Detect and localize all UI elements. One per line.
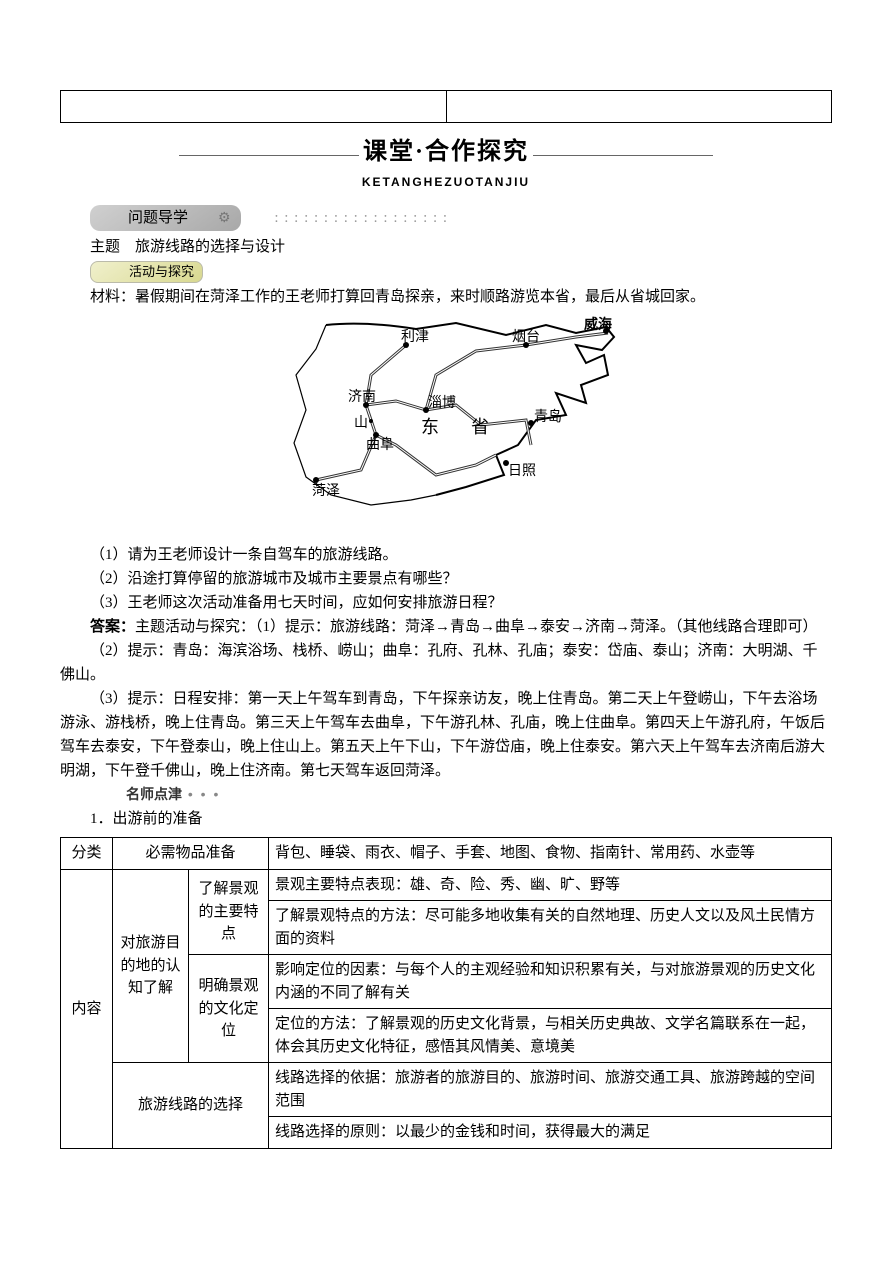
ans2: （2）提示：青岛：海滨浴场、栈桥、崂山；曲阜：孔府、孔林、孔庙；泰安：岱庙、泰山… xyxy=(60,639,832,687)
topic-line: 主题 旅游线路的选择与设计 xyxy=(60,235,832,259)
t-dingwei-v1: 影响定位的因素：与每个人的主观经验和知识积累有关，与对旅游景观的历史文化内涵的不… xyxy=(269,955,832,1009)
dots-after-pill: : : : : : : : : : : : : : : : : : : xyxy=(244,206,448,230)
ans-label: 答案： xyxy=(90,619,135,635)
banner-line-right xyxy=(533,155,713,156)
t-c1r2: 内容 xyxy=(61,869,113,1148)
svg-text:日照: 日照 xyxy=(508,464,536,479)
svg-text:利津: 利津 xyxy=(401,329,429,345)
svg-text:东: 东 xyxy=(421,417,439,437)
ans-intro: 主题活动与探究：（1）提示：旅游线路：菏泽→青岛→曲阜→泰安→济南→菏泽。（其他… xyxy=(135,619,818,635)
banner-pinyin: KETANGHEZUOTANJIU xyxy=(60,173,832,192)
t-c2r1: 必需物品准备 xyxy=(113,838,269,870)
q1: （1）请为王老师设计一条自驾车的旅游线路。 xyxy=(60,543,832,567)
pill-activity: 活动与探究 xyxy=(90,261,203,284)
prep-table: 分类 必需物品准备 背包、睡袋、雨衣、帽子、手套、地图、食物、指南针、常用药、水… xyxy=(60,837,832,1149)
svg-text:菏泽: 菏泽 xyxy=(312,483,340,499)
t-tedian-v1: 景观主要特点表现：雄、奇、险、秀、幽、旷、野等 xyxy=(269,869,832,901)
pill-wenti-label: 问题导学 xyxy=(128,209,188,226)
section-banner: 课堂·合作探究 xyxy=(60,133,832,171)
t-v1: 背包、睡袋、雨衣、帽子、手套、地图、食物、指南针、常用药、水壶等 xyxy=(269,838,832,870)
svg-text:威海: 威海 xyxy=(584,316,612,333)
svg-text:青岛: 青岛 xyxy=(534,409,562,425)
top-empty-table xyxy=(60,90,832,123)
banner-line-left xyxy=(179,155,359,156)
top-cell-left xyxy=(61,91,447,123)
ans3: （3）提示：日程安排：第一天上午驾车到青岛，下午探亲访友，晚上住青岛。第二天上午… xyxy=(60,687,832,783)
answer-block: 答案：主题活动与探究：（1）提示：旅游线路：菏泽→青岛→曲阜→泰安→济南→菏泽。… xyxy=(60,615,832,783)
q2: （2）沿途打算停留的旅游城市及城市主要景点有哪些？ xyxy=(60,567,832,591)
top-cell-right xyxy=(446,91,832,123)
t-xianlu: 旅游线路的选择 xyxy=(113,1063,269,1149)
t-dingwei: 明确景观的文化定位 xyxy=(189,955,269,1063)
svg-text:烟台: 烟台 xyxy=(512,329,540,345)
t-renzhi: 对旅游目的地的认知了解 xyxy=(113,869,189,1063)
map-svg: 利津 烟台 威海 济南 淄博 山 曲阜 东 省 青岛 日照 菏泽 xyxy=(276,315,616,525)
material-text: 材料：暑假期间在菏泽工作的王老师打算回青岛探亲，来时顺路游览本省，最后从省城回家… xyxy=(60,285,832,309)
t-tedian-v2: 了解景观特点的方法：尽可能多地收集有关的自然地理、历史人文以及风土民情方面的资料 xyxy=(269,901,832,955)
banner-title-b: 合作探究 xyxy=(425,138,529,165)
t-dingwei-v2: 定位的方法：了解景观的历史文化背景，与相关历史典故、文学名篇联系在一起，体会其历… xyxy=(269,1009,832,1063)
t-xianlu-v1: 线路选择的依据：旅游者的旅游目的、旅游时间、旅游交通工具、旅游跨越的空间范围 xyxy=(269,1063,832,1117)
svg-text:曲阜: 曲阜 xyxy=(366,436,394,453)
banner-dot: · xyxy=(415,139,425,165)
map-wrap: 利津 烟台 威海 济南 淄博 山 曲阜 东 省 青岛 日照 菏泽 xyxy=(60,315,832,533)
t-xianlu-v2: 线路选择的原则：以最少的金钱和时间，获得最大的满足 xyxy=(269,1117,832,1149)
t-tedian: 了解景观的主要特点 xyxy=(189,869,269,955)
svg-text:济南: 济南 xyxy=(348,389,376,405)
q3: （3）王老师这次活动准备用七天时间，应如何安排旅游日程？ xyxy=(60,591,832,615)
prep-title: 1．出游前的准备 xyxy=(60,807,832,831)
pill-wenti: 问题导学⚙ xyxy=(90,205,241,231)
svg-text:省: 省 xyxy=(471,417,489,437)
svg-text:山: 山 xyxy=(354,415,368,431)
mingshi-label: 名师点津 xyxy=(126,786,182,802)
t-c1r1: 分类 xyxy=(61,838,113,870)
banner-title-a: 课堂 xyxy=(363,139,415,165)
svg-text:淄博: 淄博 xyxy=(428,394,456,411)
pill-mingshi: 名师点津 • • • xyxy=(90,783,226,805)
